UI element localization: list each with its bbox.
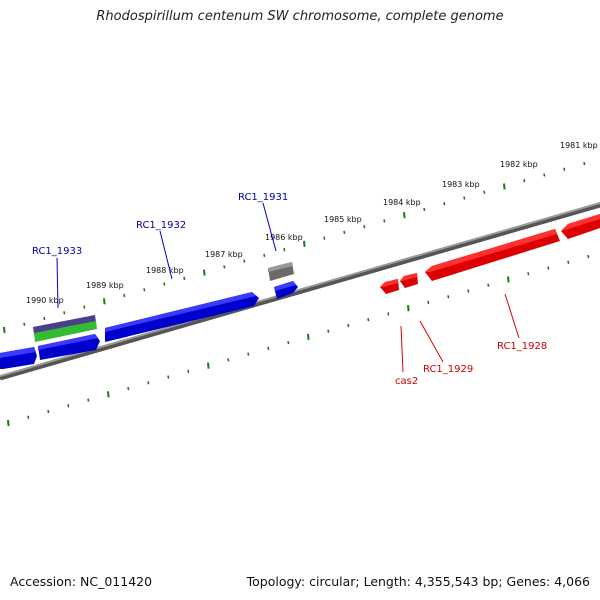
gene-feature[interactable] — [0, 347, 37, 369]
minor-tick — [387, 312, 390, 316]
minor-tick — [287, 340, 290, 345]
scale-label: 1988 kbp — [146, 266, 184, 275]
gene-label[interactable]: RC1_1928 — [497, 341, 547, 352]
minor-tick — [443, 202, 446, 206]
minor-tick — [163, 282, 166, 286]
gene-label[interactable]: cas2 — [395, 376, 418, 387]
minor-tick — [223, 265, 226, 269]
major-tick — [7, 419, 10, 427]
minor-tick — [483, 190, 486, 194]
major-tick — [503, 183, 506, 190]
gene-feature-right-edge[interactable] — [561, 214, 600, 239]
minor-tick — [23, 322, 26, 326]
reverse-genes — [380, 214, 600, 294]
scale-label: 1983 kbp — [442, 180, 480, 189]
scale-ticks-inner — [7, 254, 590, 427]
minor-tick — [87, 398, 90, 402]
minor-tick — [367, 318, 370, 322]
minor-tick — [123, 293, 126, 298]
minor-tick — [587, 254, 590, 259]
scale-tick-labels: 1981 kbp 1982 kbp 1983 kbp 1984 kbp 1985 kbp… — [26, 141, 598, 305]
gene-feature-other[interactable] — [268, 262, 294, 281]
scale-label: 1984 kbp — [383, 198, 421, 207]
minor-tick — [323, 236, 326, 240]
minor-tick — [127, 386, 130, 391]
minor-tick — [547, 266, 550, 270]
minor-tick — [383, 219, 386, 223]
minor-tick — [527, 272, 530, 276]
backbone — [0, 202, 600, 381]
major-tick — [403, 212, 406, 219]
gene-label[interactable]: RC1_1931 — [238, 192, 288, 203]
gene-feature-rc1-1928[interactable] — [425, 229, 560, 281]
minor-tick — [543, 173, 546, 177]
minor-tick — [327, 329, 330, 333]
minor-tick — [147, 381, 150, 385]
gene-feature-rc1-1933[interactable] — [38, 334, 100, 360]
accession-text: Accession: NC_011420 — [10, 574, 153, 589]
scale-label: 1987 kbp — [205, 250, 243, 259]
minor-tick — [167, 375, 170, 379]
gene-label[interactable]: RC1_1929 — [423, 364, 473, 375]
minor-tick — [567, 260, 570, 264]
minor-tick — [183, 276, 186, 280]
major-tick — [103, 298, 106, 305]
minor-tick — [43, 316, 46, 321]
major-tick — [3, 326, 6, 334]
minor-tick — [27, 415, 30, 419]
minor-tick — [63, 311, 66, 315]
minor-tick — [247, 352, 250, 356]
minor-tick — [447, 295, 450, 299]
major-tick — [203, 269, 206, 276]
scale-label: 1981 kbp — [560, 141, 598, 150]
minor-tick — [563, 167, 566, 171]
gene-labels: RC1_1933 RC1_1932 RC1_1931 cas2 RC1_1929… — [32, 192, 547, 387]
scale-ticks-outer — [3, 161, 586, 334]
forward-genes — [0, 262, 298, 369]
minor-tick — [67, 404, 70, 408]
minor-tick — [283, 247, 286, 252]
gene-feature-cas2[interactable] — [380, 279, 399, 294]
minor-tick — [423, 207, 426, 212]
gene-feature-rc1-1931[interactable] — [274, 281, 298, 299]
minor-tick — [243, 259, 246, 263]
minor-tick — [463, 196, 466, 200]
gene-feature-rna[interactable] — [33, 315, 97, 342]
minor-tick — [523, 179, 526, 183]
map-title: Rhodospirillum centenum SW chromosome, c… — [96, 9, 504, 24]
minor-tick — [227, 358, 230, 362]
scale-label: 1989 kbp — [86, 281, 124, 290]
minor-tick — [363, 225, 366, 229]
major-tick — [303, 240, 306, 247]
gene-label-leaders — [56, 202, 520, 373]
minor-tick — [427, 300, 430, 305]
genome-summary-text: Topology: circular; Length: 4,355,543 bp… — [246, 574, 590, 589]
major-tick — [407, 305, 410, 312]
scale-label: 1986 kbp — [265, 233, 303, 242]
scale-label: 1982 kbp — [500, 160, 538, 169]
minor-tick — [187, 369, 190, 373]
minor-tick — [47, 409, 50, 414]
minor-tick — [83, 305, 86, 309]
minor-tick — [467, 289, 470, 293]
major-tick — [307, 333, 310, 340]
gene-label[interactable]: RC1_1933 — [32, 246, 82, 257]
major-tick — [507, 276, 510, 283]
minor-tick — [267, 346, 270, 351]
minor-tick — [263, 253, 266, 258]
major-tick — [207, 362, 210, 369]
minor-tick — [343, 230, 346, 235]
major-tick — [107, 391, 110, 398]
minor-tick — [487, 283, 490, 287]
gene-feature-rc1-1929[interactable] — [400, 273, 418, 288]
scale-label: 1990 kbp — [26, 296, 64, 305]
minor-tick — [583, 161, 586, 166]
gene-feature-rc1-1932[interactable] — [105, 292, 259, 342]
minor-tick — [143, 288, 146, 292]
minor-tick — [347, 323, 350, 328]
scale-label: 1985 kbp — [324, 215, 362, 224]
gene-label[interactable]: RC1_1932 — [136, 220, 186, 231]
